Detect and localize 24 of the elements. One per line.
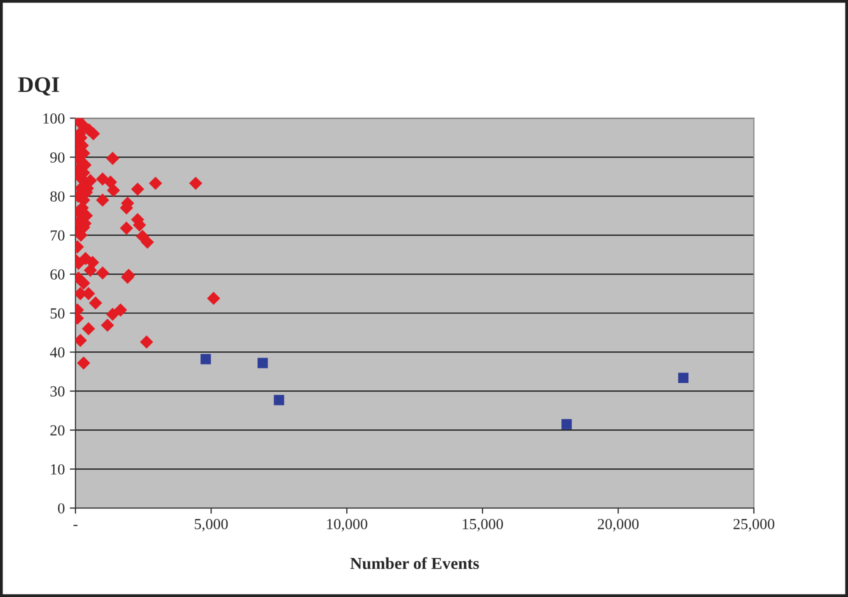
point bbox=[200, 354, 211, 364]
point bbox=[561, 419, 572, 430]
y-tick-label: 60 bbox=[50, 269, 64, 280]
y-tick-label: 90 bbox=[50, 152, 64, 163]
x-tick-label: 20,000 bbox=[598, 518, 639, 532]
x-tick-label: 15,000 bbox=[462, 518, 503, 532]
y-axis-title: DQI bbox=[18, 77, 60, 96]
y-tick-label: 0 bbox=[58, 503, 64, 514]
x-tick-label: 5,000 bbox=[194, 518, 228, 532]
point bbox=[258, 358, 268, 368]
y-tick-label: 30 bbox=[50, 386, 64, 397]
y-tick-label: 50 bbox=[50, 308, 64, 319]
point bbox=[678, 372, 688, 383]
y-tick-label: 80 bbox=[50, 191, 64, 202]
y-tick-label: 100 bbox=[43, 113, 64, 124]
y-tick-label: 10 bbox=[51, 464, 64, 475]
y-tick-label: 20 bbox=[50, 425, 64, 436]
x-axis-title: Number of Events bbox=[350, 557, 479, 570]
y-tick-label: 40 bbox=[50, 347, 64, 358]
y-tick-label: 70 bbox=[50, 230, 64, 241]
x-tick-label: 10,000 bbox=[327, 518, 368, 532]
x-tick-label: - bbox=[73, 524, 78, 526]
x-tick-label: 25,000 bbox=[734, 518, 774, 532]
point bbox=[274, 394, 284, 406]
